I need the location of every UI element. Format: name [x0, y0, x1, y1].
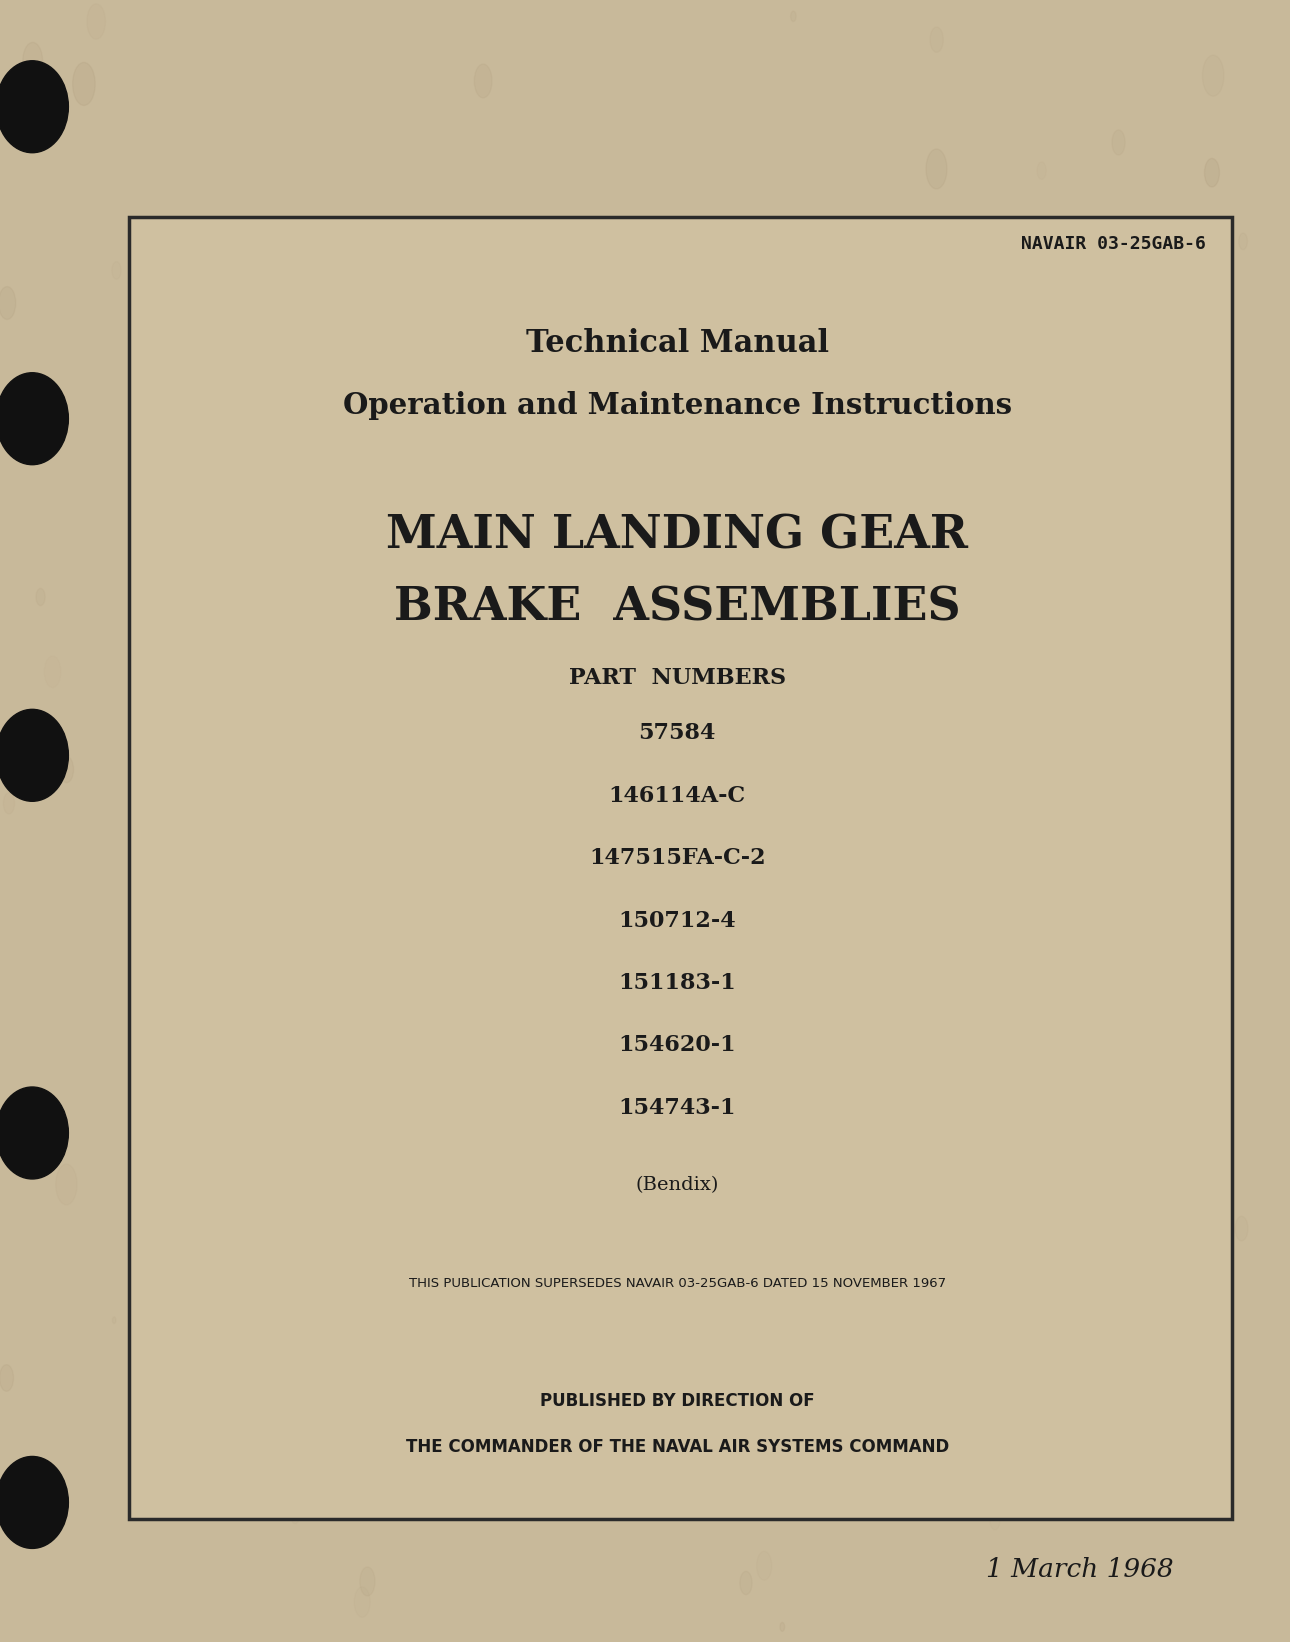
- Ellipse shape: [774, 476, 777, 483]
- Text: 154620-1: 154620-1: [618, 1034, 737, 1056]
- Ellipse shape: [412, 401, 428, 432]
- Ellipse shape: [1192, 300, 1207, 330]
- Ellipse shape: [360, 745, 365, 755]
- Ellipse shape: [0, 287, 15, 320]
- Text: THE COMMANDER OF THE NAVAL AIR SYSTEMS COMMAND: THE COMMANDER OF THE NAVAL AIR SYSTEMS C…: [405, 1438, 949, 1456]
- Text: NAVAIR 03-25GAB-6: NAVAIR 03-25GAB-6: [1022, 235, 1206, 253]
- Ellipse shape: [23, 43, 43, 80]
- Text: 154743-1: 154743-1: [618, 1097, 737, 1118]
- Text: Technical Manual: Technical Manual: [526, 328, 828, 360]
- Text: Operation and Maintenance Instructions: Operation and Maintenance Instructions: [343, 391, 1011, 420]
- Ellipse shape: [72, 62, 95, 105]
- Ellipse shape: [826, 1498, 831, 1509]
- Circle shape: [0, 1087, 68, 1179]
- Circle shape: [0, 709, 68, 801]
- Text: 57584: 57584: [639, 722, 716, 744]
- Text: 146114A-C: 146114A-C: [609, 785, 746, 806]
- Ellipse shape: [926, 149, 947, 189]
- Ellipse shape: [200, 1383, 203, 1389]
- Ellipse shape: [863, 384, 871, 399]
- Text: 147515FA-C-2: 147515FA-C-2: [590, 847, 765, 869]
- Ellipse shape: [681, 1241, 685, 1250]
- Text: (Bendix): (Bendix): [636, 1176, 719, 1194]
- Ellipse shape: [14, 107, 26, 128]
- Text: 151183-1: 151183-1: [618, 972, 737, 993]
- Text: BRAKE  ASSEMBLIES: BRAKE ASSEMBLIES: [393, 585, 961, 631]
- Ellipse shape: [1022, 558, 1038, 591]
- Ellipse shape: [1165, 1222, 1176, 1243]
- Circle shape: [0, 373, 68, 465]
- Ellipse shape: [694, 1317, 716, 1360]
- Ellipse shape: [0, 1365, 13, 1391]
- Text: 150712-4: 150712-4: [618, 910, 737, 931]
- Text: THIS PUBLICATION SUPERSEDES NAVAIR 03-25GAB-6 DATED 15 NOVEMBER 1967: THIS PUBLICATION SUPERSEDES NAVAIR 03-25…: [409, 1277, 946, 1291]
- Ellipse shape: [664, 478, 675, 498]
- Ellipse shape: [430, 1435, 450, 1476]
- Ellipse shape: [156, 826, 159, 832]
- Text: MAIN LANDING GEAR: MAIN LANDING GEAR: [386, 512, 969, 558]
- Text: PUBLISHED BY DIRECTION OF: PUBLISHED BY DIRECTION OF: [541, 1392, 814, 1410]
- Ellipse shape: [1124, 409, 1140, 442]
- Ellipse shape: [454, 1141, 473, 1179]
- Text: PART  NUMBERS: PART NUMBERS: [569, 667, 786, 688]
- Ellipse shape: [1142, 862, 1147, 872]
- Ellipse shape: [1205, 158, 1219, 187]
- Bar: [129, 217, 1232, 1519]
- Text: 1 March 1968: 1 March 1968: [987, 1557, 1174, 1581]
- Circle shape: [0, 61, 68, 153]
- Circle shape: [0, 1456, 68, 1548]
- Ellipse shape: [284, 923, 303, 959]
- Ellipse shape: [740, 828, 747, 839]
